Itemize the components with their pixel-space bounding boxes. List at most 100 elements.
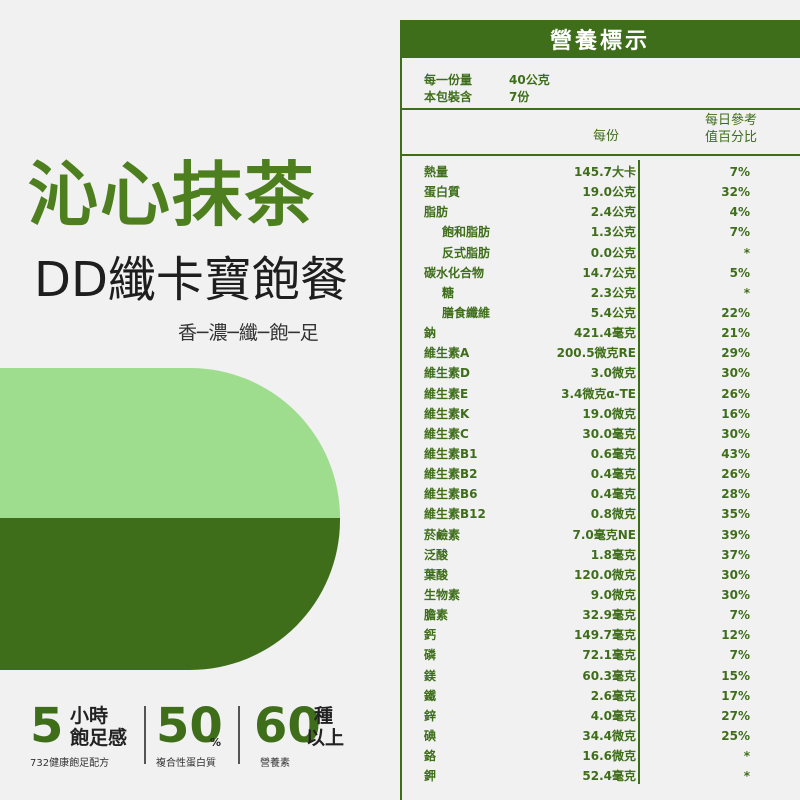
nutrient-daily-percent: 26% <box>721 467 750 482</box>
stat-caption: 營養素 <box>260 758 290 769</box>
nutrient-daily-percent: 35% <box>721 507 750 522</box>
nutrient-name: 維生素E <box>424 386 469 401</box>
nutrient-daily-percent: 4% <box>729 205 750 220</box>
nutrition-row: 維生素K 19.0微克 16% <box>420 404 780 424</box>
nutrient-name: 糖 <box>442 285 455 300</box>
stat-label-line1: 種 <box>314 705 334 727</box>
nutrient-name: 維生素C <box>424 426 469 441</box>
nutrient-amount: 145.7大卡 <box>574 165 636 179</box>
header-divider <box>400 108 800 110</box>
nutrient-name: 膽素 <box>424 608 449 623</box>
stat-unit: % <box>210 736 222 749</box>
nutrient-daily-percent: 39% <box>721 527 750 542</box>
nutrition-row: 生物素 9.0微克 30% <box>420 585 780 605</box>
serving-info: 每一份量 40公克 本包裝含 7份 <box>424 72 550 106</box>
nutrient-amount: 0.0公克 <box>590 245 636 260</box>
nutrition-row: 膽素 32.9毫克 7% <box>420 605 780 625</box>
nutrient-name: 鉀 <box>424 769 437 784</box>
nutrition-panel <box>400 58 800 800</box>
nutrient-amount: 200.5微克RE <box>556 346 636 361</box>
nutrition-row: 維生素B2 0.4毫克 26% <box>420 464 780 484</box>
nutrition-row: 脂肪 2.4公克 4% <box>420 202 780 222</box>
nutrient-name: 鉻 <box>424 749 437 764</box>
nutrient-name: 碘 <box>424 728 437 743</box>
nutrient-daily-percent: 15% <box>721 668 750 683</box>
stat-divider <box>144 706 146 764</box>
stat-nutrients: 60 種 以上 營養素 <box>254 702 364 769</box>
nutrient-amount: 4.0毫克 <box>590 708 636 723</box>
nutrient-name: 磷 <box>424 648 437 663</box>
daily-value-header-line1: 每日參考 <box>704 113 757 128</box>
nutrient-amount: 120.0微克 <box>574 567 636 582</box>
nutrient-daily-percent: 22% <box>721 305 750 320</box>
nutrient-amount: 5.4公克 <box>590 305 636 320</box>
nutrient-name: 蛋白質 <box>424 185 461 200</box>
nutrient-daily-percent: * <box>743 749 750 764</box>
nutrient-amount: 1.3公克 <box>590 225 636 240</box>
nutrition-row: 磷 72.1毫克 7% <box>420 645 780 665</box>
nutrient-amount: 421.4毫克 <box>574 326 636 341</box>
nutrient-amount: 30.0毫克 <box>582 426 636 441</box>
nutrient-name: 維生素B2 <box>424 467 478 482</box>
nutrition-row: 葉酸 120.0微克 30% <box>420 565 780 585</box>
nutrient-amount: 16.6微克 <box>582 749 636 764</box>
stat-label-line2: 以上 <box>306 727 345 749</box>
value-column-divider <box>638 160 640 784</box>
nutrient-amount: 9.0微克 <box>590 587 636 602</box>
nutrient-name: 熱量 <box>424 165 449 179</box>
nutrient-daily-percent: 27% <box>721 708 750 723</box>
nutrient-amount: 14.7公克 <box>582 265 636 280</box>
stat-satiety: 5 小時 飽足感 732健康飽足配方 <box>30 698 140 769</box>
nutrient-daily-percent: 21% <box>721 326 750 341</box>
nutrient-daily-percent: 7% <box>729 165 750 179</box>
nutrition-row: 維生素A 200.5微克RE 29% <box>420 343 780 363</box>
nutrient-amount: 149.7毫克 <box>574 628 636 643</box>
nutrient-amount: 52.4毫克 <box>582 769 636 784</box>
nutrition-row: 菸鹼素 7.0毫克NE 39% <box>420 525 780 545</box>
nutrition-heading: 營養標示 <box>400 20 800 58</box>
nutrient-amount: 7.0毫克NE <box>572 527 637 542</box>
nutrient-daily-percent: 29% <box>721 346 750 361</box>
nutrient-amount: 19.0微克 <box>582 406 636 421</box>
stat-caption: 複合性蛋白質 <box>156 758 216 769</box>
nutrition-row: 蛋白質 19.0公克 32% <box>420 182 780 202</box>
nutrition-row: 碘 34.4微克 25% <box>420 726 780 746</box>
nutrient-amount: 3.0微克 <box>590 366 636 381</box>
nutrient-name: 鋅 <box>424 708 437 723</box>
nutrient-amount: 19.0公克 <box>582 185 636 200</box>
nutrition-row: 碳水化合物 14.7公克 5% <box>420 263 780 283</box>
nutrient-daily-percent: 28% <box>721 487 750 502</box>
nutrient-daily-percent: 26% <box>721 386 750 401</box>
nutrition-row: 維生素B6 0.4毫克 28% <box>420 484 780 504</box>
serving-size-label: 每一份量 <box>424 73 473 87</box>
nutrient-name: 膳食纖維 <box>442 305 491 320</box>
nutrient-daily-percent: * <box>743 245 750 260</box>
nutrient-name: 維生素D <box>424 366 470 381</box>
nutrition-row: 膳食纖維 5.4公克 22% <box>420 303 780 323</box>
nutrition-row: 飽和脂肪 1.3公克 7% <box>420 222 780 242</box>
per-serving-header: 每份 <box>592 129 619 144</box>
nutrient-name: 碳水化合物 <box>424 265 485 280</box>
nutrient-daily-percent: * <box>743 285 750 300</box>
nutrient-name: 葉酸 <box>424 567 449 582</box>
nutrient-daily-percent: 30% <box>721 587 750 602</box>
nutrient-amount: 32.9毫克 <box>582 608 636 623</box>
nutrient-amount: 0.4毫克 <box>590 487 636 502</box>
nutrient-daily-percent: 7% <box>729 608 750 623</box>
nutrition-row: 鈉 421.4毫克 21% <box>420 323 780 343</box>
nutrition-row: 鐵 2.6毫克 17% <box>420 686 780 706</box>
nutrition-row: 鋅 4.0毫克 27% <box>420 706 780 726</box>
nutrition-row: 鉀 52.4毫克 * <box>420 766 780 786</box>
nutrient-daily-percent: 16% <box>721 406 750 421</box>
nutrient-name: 飽和脂肪 <box>442 225 491 240</box>
nutrition-row: 鎂 60.3毫克 15% <box>420 666 780 686</box>
stat-number: 5 <box>30 698 64 754</box>
nutrient-name: 維生素B1 <box>424 446 478 461</box>
nutrition-row: 鈣 149.7毫克 12% <box>420 625 780 645</box>
nutrition-row: 維生素C 30.0毫克 30% <box>420 424 780 444</box>
stat-label-line1: 小時 <box>70 705 109 727</box>
nutrient-name: 生物素 <box>424 587 461 602</box>
nutrient-name: 反式脂肪 <box>442 245 491 260</box>
nutrient-amount: 0.4毫克 <box>590 467 636 482</box>
product-name: DD纖卡寶飽餐 <box>34 252 348 308</box>
